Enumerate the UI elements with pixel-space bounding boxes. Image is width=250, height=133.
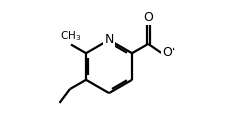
Text: N: N bbox=[104, 33, 114, 46]
Text: CH$_3$: CH$_3$ bbox=[60, 29, 81, 43]
Text: O: O bbox=[143, 11, 153, 24]
Text: O: O bbox=[162, 46, 172, 59]
